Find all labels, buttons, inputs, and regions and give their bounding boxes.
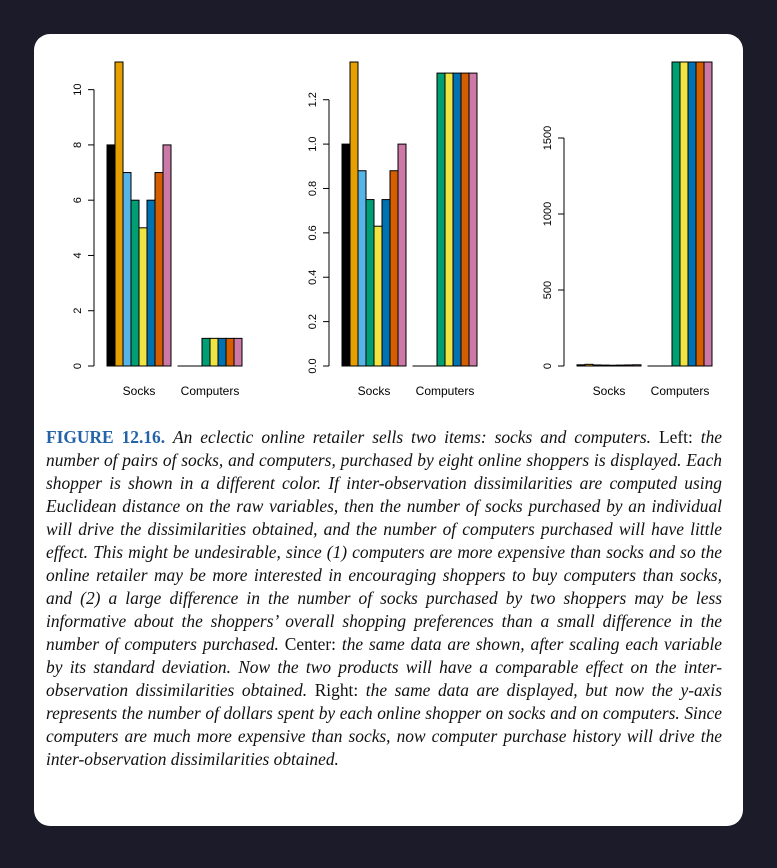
y-tick-label: 2: [72, 308, 84, 314]
bar: [381, 199, 391, 367]
bar: [225, 337, 235, 367]
bar: [373, 225, 383, 367]
figure-card: 0 2 4 6 8 10 Socks Computers 0.0 0.2 0.4 0.6 0.8 1.0 1…: [34, 34, 743, 826]
category-label: Computers: [181, 384, 240, 398]
y-tick-label: 4: [72, 252, 84, 258]
charts-panel: 0 2 4 6 8 10 Socks Computers 0.0 0.2 0.4 0.6 0.8 1.0 1…: [34, 34, 743, 414]
category-label: Socks: [593, 384, 626, 398]
caption-left-text: the number of pairs of socks, and comput…: [46, 427, 722, 654]
y-tick-label: 0: [72, 363, 84, 369]
bar: [671, 61, 681, 367]
bar: [703, 61, 713, 367]
bar: [444, 72, 454, 367]
bar: [162, 144, 172, 367]
bar: [687, 61, 697, 367]
bar: [397, 143, 407, 367]
y-tick-label: 0.0: [307, 358, 319, 373]
bar: [460, 72, 470, 367]
y-tick-label: 10: [72, 84, 84, 96]
caption-left-label: Left:: [658, 427, 693, 447]
y-tick-label: 1500: [542, 126, 554, 150]
category-label: Computers: [651, 384, 710, 398]
bar: [209, 337, 219, 367]
caption-intro: An eclectic online retailer sells two it…: [173, 427, 652, 447]
bar: [341, 143, 351, 367]
bar: [365, 199, 375, 367]
caption-center-label: Center:: [284, 634, 336, 654]
bar: [106, 144, 116, 367]
bar: [201, 337, 211, 367]
y-tick-label: 1.0: [307, 136, 319, 151]
y-tick-label: 1.2: [307, 92, 319, 107]
bar: [114, 61, 124, 367]
y-tick-label: 0.2: [307, 314, 319, 329]
bar-charts: 0 2 4 6 8 10 Socks Computers 0.0 0.2 0.4 0.6 0.8 1.0 1…: [72, 61, 713, 398]
y-tick-label: 6: [72, 197, 84, 203]
caption-right-label: Right:: [314, 680, 359, 700]
bar: [679, 61, 689, 367]
category-label: Socks: [123, 384, 156, 398]
bar: [436, 72, 446, 367]
y-tick-label: 0.8: [307, 181, 319, 196]
category-label: Computers: [416, 384, 475, 398]
bar: [468, 72, 478, 367]
bar: [389, 170, 399, 367]
y-tick-label: 500: [542, 281, 554, 299]
category-label: Socks: [358, 384, 391, 398]
bar: [122, 172, 132, 367]
bar: [233, 337, 243, 367]
y-tick-label: 0: [542, 363, 554, 369]
bar: [146, 199, 156, 367]
bar: [217, 337, 227, 367]
bar: [138, 227, 148, 367]
y-tick-label: 8: [72, 142, 84, 148]
y-tick-label: 1000: [542, 202, 554, 226]
bar: [349, 61, 359, 367]
figure-label: FIGURE 12.16.: [46, 427, 166, 447]
bar: [357, 170, 367, 367]
figure-caption: FIGURE 12.16. An eclectic online retaile…: [46, 426, 722, 771]
bar: [452, 72, 462, 367]
bar: [130, 199, 140, 367]
bar: [695, 61, 705, 367]
y-tick-label: 0.6: [307, 225, 319, 240]
caption-right-text: the same data are displayed, but now the…: [46, 680, 722, 769]
bar: [154, 172, 164, 367]
caption-center-text: the same data are shown, after scaling e…: [46, 634, 723, 700]
y-tick-label: 0.4: [307, 270, 319, 285]
